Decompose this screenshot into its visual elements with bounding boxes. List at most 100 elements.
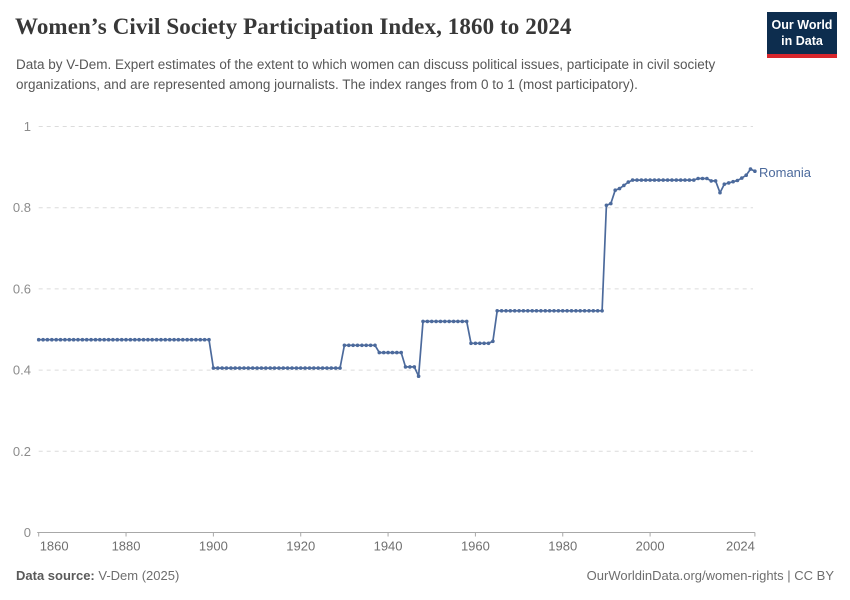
data-point[interactable] [320, 366, 325, 370]
data-point[interactable] [495, 309, 500, 313]
data-point[interactable] [111, 337, 115, 342]
data-point[interactable] [159, 337, 163, 342]
data-point[interactable] [211, 366, 216, 370]
data-point[interactable] [722, 182, 727, 186]
data-point[interactable] [181, 337, 185, 342]
data-point[interactable] [469, 341, 473, 346]
data-point[interactable] [687, 178, 692, 182]
data-point[interactable] [307, 366, 312, 370]
data-point[interactable] [438, 319, 443, 324]
data-point[interactable] [194, 337, 198, 342]
data-point[interactable] [98, 337, 102, 342]
data-point[interactable] [93, 337, 98, 342]
data-point[interactable] [102, 337, 106, 342]
data-point[interactable] [220, 366, 224, 370]
data-point[interactable] [128, 337, 133, 342]
data-point[interactable] [464, 319, 469, 324]
data-point[interactable] [626, 180, 631, 184]
data-point[interactable] [133, 337, 137, 342]
data-point[interactable] [233, 366, 237, 370]
data-point[interactable] [368, 343, 373, 348]
data-point[interactable] [648, 178, 652, 182]
data-point[interactable] [67, 337, 72, 342]
data-point[interactable] [635, 178, 639, 182]
data-point[interactable] [508, 309, 513, 313]
data-point[interactable] [76, 337, 80, 342]
data-point[interactable] [45, 337, 50, 342]
line-chart[interactable]: 0 0.2 0.4 0.6 0.8 1 1860 1880 1900 1920 1940 1960 19… [0, 112, 850, 564]
data-point[interactable] [150, 337, 154, 342]
data-point[interactable] [543, 309, 548, 313]
data-point[interactable] [565, 309, 569, 313]
data-point[interactable] [373, 343, 377, 348]
data-point[interactable] [272, 366, 277, 370]
data-point[interactable] [146, 337, 150, 342]
data-point[interactable] [264, 366, 268, 370]
data-point[interactable] [237, 366, 242, 370]
data-point[interactable] [595, 309, 600, 313]
data-point[interactable] [412, 365, 417, 369]
data-point[interactable] [58, 337, 63, 342]
data-point[interactable] [486, 341, 491, 346]
data-point[interactable] [298, 366, 303, 370]
data-point[interactable] [207, 337, 211, 342]
data-point[interactable] [399, 350, 404, 355]
data-point[interactable] [473, 341, 478, 346]
data-point[interactable] [124, 337, 128, 342]
data-point[interactable] [312, 366, 316, 370]
data-point[interactable] [735, 178, 740, 183]
data-point[interactable] [329, 366, 334, 370]
data-point[interactable] [604, 203, 609, 208]
data-point[interactable] [255, 366, 259, 370]
data-point[interactable] [556, 309, 561, 313]
data-point[interactable] [242, 366, 246, 370]
data-point[interactable] [617, 186, 622, 191]
data-point[interactable] [290, 366, 294, 370]
data-point[interactable] [491, 339, 495, 344]
data-point[interactable] [229, 366, 233, 370]
data-point[interactable] [355, 343, 360, 348]
data-point[interactable] [740, 176, 744, 180]
data-point[interactable] [285, 366, 290, 370]
data-point[interactable] [36, 337, 41, 342]
data-point[interactable] [259, 366, 264, 370]
data-point[interactable] [268, 366, 273, 370]
data-point[interactable] [700, 176, 705, 181]
data-point[interactable] [137, 337, 141, 342]
data-point[interactable] [630, 178, 635, 182]
data-point[interactable] [250, 366, 255, 370]
data-point[interactable] [705, 176, 709, 181]
data-point[interactable] [731, 179, 735, 184]
data-point[interactable] [709, 179, 713, 183]
owid-url-link[interactable]: OurWorldinData.org/women-rights | CC BY [586, 568, 834, 583]
data-point[interactable] [277, 366, 281, 370]
data-point[interactable] [639, 178, 644, 182]
data-point[interactable] [591, 309, 596, 313]
data-point[interactable] [443, 319, 447, 324]
chart-canvas[interactable]: 0 0.2 0.4 0.6 0.8 1 1860 1880 1900 1920 1940 1960 19… [0, 112, 850, 564]
data-point[interactable] [460, 319, 465, 324]
data-point[interactable] [185, 337, 189, 342]
data-point[interactable] [456, 319, 460, 324]
data-point[interactable] [521, 309, 526, 313]
data-point[interactable] [587, 309, 591, 313]
series-line-romania[interactable] [38, 168, 756, 378]
data-point[interactable] [338, 366, 342, 370]
data-point[interactable] [425, 319, 430, 324]
data-point[interactable] [342, 343, 347, 348]
data-point[interactable] [163, 337, 168, 342]
data-point[interactable] [281, 366, 286, 370]
data-point[interactable] [753, 169, 757, 173]
data-point[interactable] [526, 309, 530, 313]
data-point[interactable] [499, 309, 504, 313]
data-point[interactable] [718, 190, 722, 195]
data-point[interactable] [622, 183, 626, 188]
data-point[interactable] [395, 350, 399, 355]
data-point[interactable] [115, 337, 120, 342]
data-point[interactable] [674, 178, 679, 182]
data-point[interactable] [347, 343, 351, 348]
data-point[interactable] [552, 309, 556, 313]
data-point[interactable] [613, 188, 617, 192]
data-point[interactable] [63, 337, 67, 342]
data-point[interactable] [167, 337, 172, 342]
